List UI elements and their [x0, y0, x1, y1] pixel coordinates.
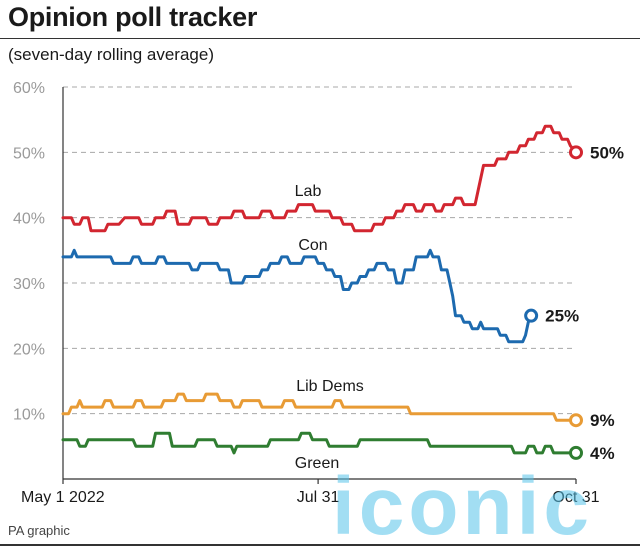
graphic-credit: PA graphic	[8, 523, 70, 538]
series-line-lib-dems	[61, 392, 578, 422]
watermark-text: iconic	[332, 461, 593, 547]
y-tick-label: 40%	[13, 211, 45, 228]
series-lines	[61, 124, 583, 460]
series-end-marker	[569, 145, 583, 160]
end-value-label: 9%	[590, 411, 615, 430]
series-name-label: Con	[298, 237, 327, 254]
y-tick-label: 60%	[13, 80, 45, 97]
series-end-marker	[569, 413, 583, 428]
series-line-green	[61, 431, 578, 455]
page-subtitle: (seven-day rolling average)	[8, 45, 214, 64]
series-line-lab	[61, 124, 578, 233]
y-axis-ticks: 60% 50% 40% 30% 20% 10%	[13, 80, 45, 424]
end-value-label: 50%	[590, 143, 624, 162]
series-end-marker	[569, 445, 583, 460]
y-tick-label: 10%	[13, 407, 45, 424]
y-tick-label: 50%	[13, 145, 45, 162]
end-value-label: 25%	[545, 307, 579, 326]
x-tick-label: Oct 31	[552, 489, 599, 506]
x-tick-label: Jul 31	[297, 489, 340, 506]
end-value-labels: 50% 25% 9% 4%	[545, 143, 624, 463]
footer-divider	[0, 544, 640, 546]
series-end-marker	[524, 308, 539, 323]
series-labels: Lab Con Lib Dems Green	[295, 183, 364, 472]
y-tick-label: 20%	[13, 341, 45, 358]
series-name-label: Lib Dems	[296, 378, 364, 395]
series-line-con	[61, 248, 533, 344]
x-axis-ticks: May 1 2022 Jul 31 Oct 31	[21, 479, 600, 506]
y-tick-label: 30%	[13, 276, 45, 293]
series-name-label: Green	[295, 455, 339, 472]
end-value-label: 4%	[590, 444, 615, 463]
x-tick-label: May 1 2022	[21, 489, 105, 506]
page-title: Opinion poll tracker	[8, 2, 258, 32]
grid-lines	[63, 86, 576, 415]
series-name-label: Lab	[295, 183, 322, 200]
title-divider	[0, 38, 640, 39]
